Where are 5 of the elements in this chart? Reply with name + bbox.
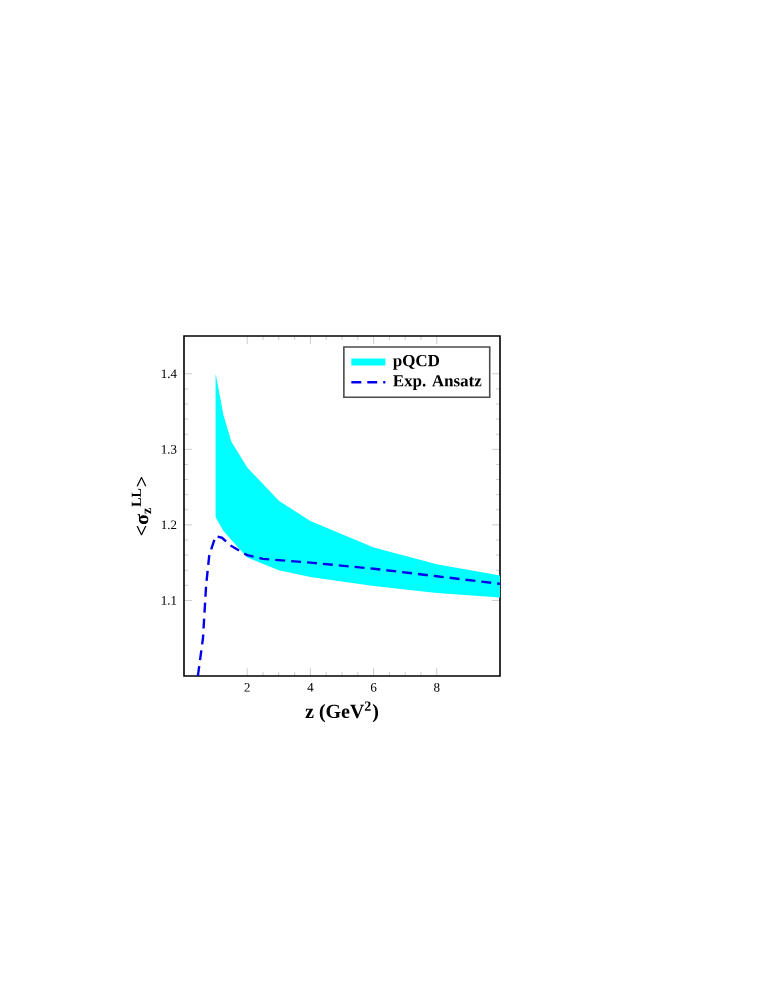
legend-label: pQCD — [393, 354, 440, 370]
legend-label: Exp. Ansatz — [393, 375, 482, 390]
y-axis-title: <σ$_{z}$$^{LL}$> — [131, 476, 152, 536]
line-series — [196, 535, 500, 676]
x-axis-title: z (GeV$^{2}$) — [305, 701, 379, 723]
